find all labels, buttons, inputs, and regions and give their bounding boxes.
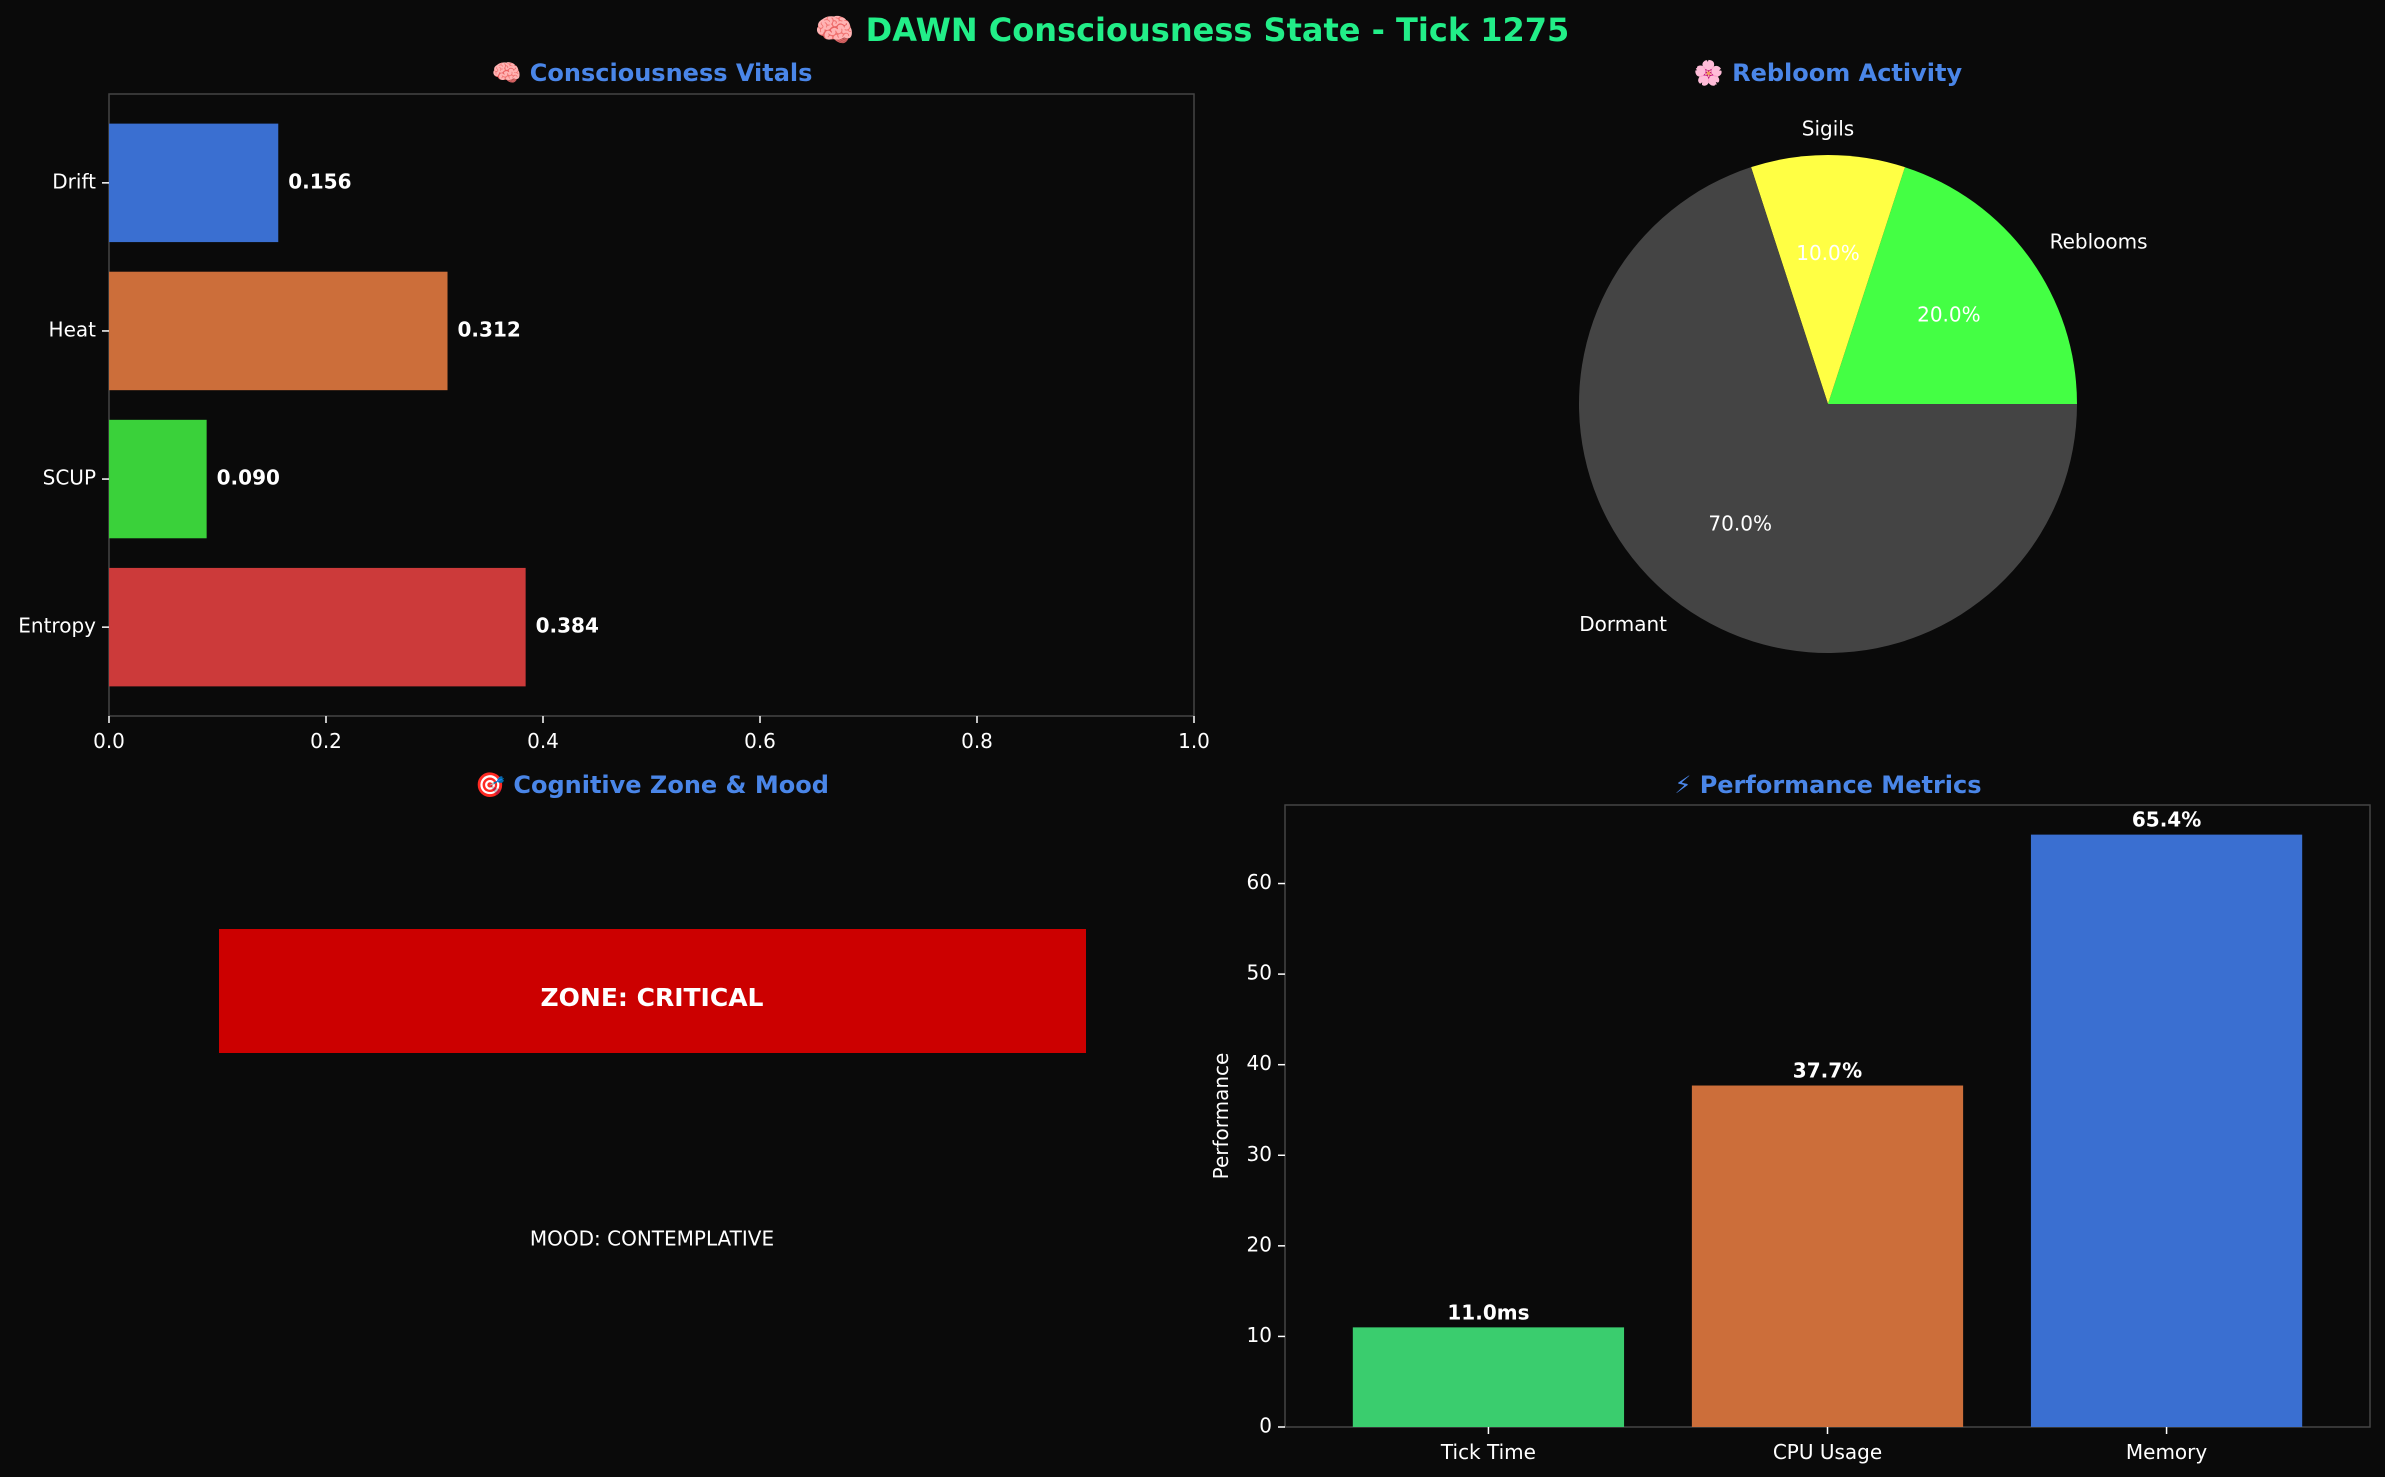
vitals-bar — [109, 271, 448, 391]
performance-y-tick-label: 50 — [1247, 961, 1272, 985]
performance-y-tick-label: 40 — [1247, 1051, 1272, 1075]
vitals-x-tick-label: 0.0 — [93, 729, 125, 753]
mood-label: MOOD: CONTEMPLATIVE — [530, 1227, 774, 1251]
zone-panel-title: 🎯 Cognitive Zone & Mood — [475, 771, 829, 799]
performance-y-tick-label: 10 — [1247, 1323, 1272, 1347]
performance-value-label: 37.7% — [1793, 1059, 1862, 1083]
performance-x-tick-label: Tick Time — [1440, 1440, 1536, 1464]
pie-percent-label: 10.0% — [1796, 241, 1860, 265]
vitals-bar — [109, 123, 279, 243]
performance-bar — [1352, 1327, 1625, 1427]
performance-chart: Performance 11.0ms Tick Time 37.7% CPU Usag… — [1209, 804, 2371, 1464]
pie-percent-label: 20.0% — [1917, 303, 1981, 327]
pie-slice-label: Dormant — [1579, 612, 1667, 636]
vitals-x-tick-label: 0.4 — [527, 729, 559, 753]
vitals-value-label: 0.156 — [288, 169, 351, 193]
vitals-x-tick-label: 0.6 — [744, 729, 776, 753]
pie-percent-label: 70.0% — [1708, 511, 1772, 535]
vitals-y-tick-label: Entropy — [18, 614, 96, 638]
pie-slice — [1578, 167, 2077, 653]
pie-slice — [1828, 167, 2077, 404]
vitals-bar — [109, 567, 526, 687]
performance-x-tick-label: CPU Usage — [1773, 1440, 1882, 1464]
performance-bar — [2030, 834, 2303, 1427]
vitals-y-tick-label: SCUP — [43, 466, 96, 490]
vitals-bar — [109, 419, 207, 539]
performance-y-tick-label: 30 — [1247, 1142, 1272, 1166]
performance-x-tick-label: Memory — [2126, 1440, 2208, 1464]
performance-value-label: 11.0ms — [1447, 1300, 1529, 1324]
vitals-value-label: 0.384 — [536, 614, 599, 638]
vitals-x-tick-label: 0.8 — [961, 729, 993, 753]
zone-indicator — [219, 929, 1086, 1053]
performance-panel-title: ⚡ Performance Metrics — [1674, 771, 1981, 799]
rebloom-panel-title: 🌸 Rebloom Activity — [1694, 59, 1963, 87]
vitals-chart: Drift 0.156 Heat 0.312 SCUP 0.090 Entropy 0.384… — [18, 93, 1210, 753]
zone-panel: ZONE: CRITICAL MOOD: CONTEMPLATIVE — [219, 929, 1086, 1251]
zone-label: ZONE: CRITICAL — [541, 983, 764, 1012]
pie-slice — [1751, 155, 1905, 404]
performance-y-axis-label: Performance — [1209, 1053, 1233, 1180]
vitals-panel-title: 🧠 Consciousness Vitals — [492, 59, 813, 87]
vitals-y-tick-label: Heat — [49, 317, 97, 341]
pie-slice-label: Sigils — [1802, 117, 1854, 141]
pie-slice-label: Reblooms — [2050, 230, 2148, 254]
performance-value-label: 65.4% — [2132, 808, 2201, 832]
performance-bar — [1691, 1085, 1964, 1427]
performance-y-tick-label: 0 — [1259, 1414, 1272, 1438]
vitals-y-tick-label: Drift — [52, 169, 96, 193]
vitals-value-label: 0.312 — [458, 317, 521, 341]
vitals-x-tick-label: 1.0 — [1178, 729, 1210, 753]
performance-y-tick-label: 60 — [1247, 870, 1272, 894]
vitals-x-tick-label: 0.2 — [310, 729, 342, 753]
figure-title: 🧠 DAWN Consciousness State - Tick 1275 — [815, 11, 1570, 49]
performance-y-tick-label: 20 — [1247, 1232, 1272, 1256]
rebloom-pie: Reblooms 20.0% Sigils 10.0% Dormant 70.0% — [1578, 117, 2148, 653]
vitals-value-label: 0.090 — [217, 466, 280, 490]
